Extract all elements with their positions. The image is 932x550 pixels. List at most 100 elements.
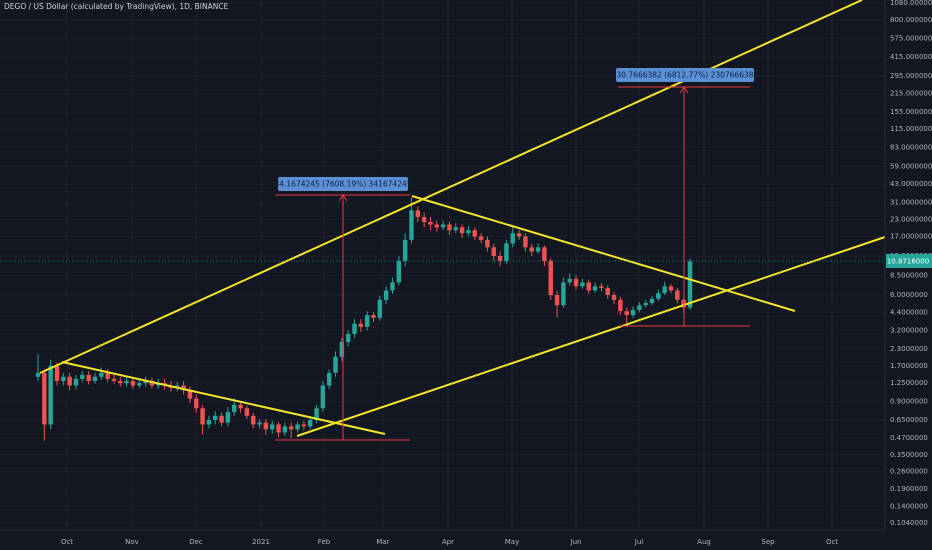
candle-body <box>219 415 224 423</box>
candle-body <box>390 282 395 291</box>
candle-body <box>295 424 300 430</box>
candle-body <box>440 224 446 228</box>
candle-body <box>339 341 345 357</box>
trend-line <box>411 195 796 312</box>
candle-body <box>624 311 629 316</box>
annotation-box <box>616 68 754 82</box>
candle-body <box>459 227 465 234</box>
y-tick-label: 8.5000000 <box>890 271 928 279</box>
y-tick-label: 1.2500000 <box>890 379 928 387</box>
trend-line <box>39 0 863 374</box>
candle-body <box>472 230 477 237</box>
x-tick-label: Aug <box>697 538 711 546</box>
y-tick-label: 43.0000000 <box>890 180 932 188</box>
y-tick-label: 83.0000000 <box>890 143 932 151</box>
x-tick-label: Sep <box>761 538 775 546</box>
candle-body <box>282 426 288 433</box>
candle-body <box>567 278 572 283</box>
candle-body <box>643 303 648 306</box>
candle-body <box>232 404 237 412</box>
y-tick-label: 6.0000000 <box>890 291 928 299</box>
candle-body <box>314 408 319 420</box>
candle-body <box>80 374 85 379</box>
candle-body <box>611 294 617 300</box>
x-tick-label: Mar <box>376 538 389 546</box>
y-tick-label: 0.1040000 <box>890 519 928 527</box>
candle-body <box>105 372 110 379</box>
trend-line <box>61 361 386 435</box>
candle-body <box>194 398 199 409</box>
y-tick-label: 0.2600000 <box>890 467 928 475</box>
trend-line <box>296 236 886 437</box>
candle-body <box>554 294 560 306</box>
candle-body <box>580 282 585 287</box>
candle-body <box>73 378 79 386</box>
candle-body <box>48 365 53 425</box>
axes: 1080.0000000 800.0000000 575.0000000 415.00… <box>61 0 932 546</box>
candle-body <box>301 424 307 427</box>
candle-body <box>491 247 496 257</box>
candle-body <box>200 408 205 425</box>
candle-body <box>630 309 636 316</box>
candle-body <box>434 224 440 228</box>
candle-body <box>251 415 256 425</box>
candle-body <box>288 426 294 430</box>
annotation-box <box>278 177 408 191</box>
candle-body <box>257 422 262 425</box>
candle-body <box>225 411 231 423</box>
x-tick-label: Dec <box>189 538 203 546</box>
x-tick-label: Oct <box>61 538 73 546</box>
x-tick-label: Nov <box>125 538 139 546</box>
x-tick-label: Jun <box>570 538 582 546</box>
annotation: 34.1674245 (7608.19%) 341674245 <box>274 180 411 189</box>
chart-title: DEGO / US Dollar (calculated by TradingV… <box>4 2 229 11</box>
candle-body <box>269 424 275 430</box>
candle-body <box>523 236 528 248</box>
candle-body <box>466 230 471 234</box>
y-tick-label: 3.2000000 <box>890 326 928 334</box>
candle-body <box>67 376 72 386</box>
x-tick-label: Feb <box>318 538 331 546</box>
y-tick-label: 59.0000000 <box>890 162 932 170</box>
x-tick-label: Apr <box>442 538 454 546</box>
candle-body <box>662 286 667 294</box>
candle-body <box>485 239 490 248</box>
candle-body <box>326 372 332 386</box>
candle-body <box>586 282 591 291</box>
candle-body <box>54 365 60 381</box>
candle-body <box>371 315 376 318</box>
candle-body <box>402 239 408 261</box>
candle-body <box>42 372 47 425</box>
candle-body <box>187 390 193 399</box>
price-axis <box>885 0 932 550</box>
y-tick-label: 1.7000000 <box>890 362 928 370</box>
candle-body <box>276 424 281 433</box>
arrow-head <box>679 86 689 94</box>
candle-body <box>668 286 674 291</box>
candle-body <box>383 290 389 300</box>
y-tick-label: 415.0000000 <box>890 53 932 61</box>
y-tick-label: 215.0000000 <box>890 90 932 98</box>
candle-body <box>396 260 402 283</box>
y-tick-label: 155.0000000 <box>890 108 932 116</box>
candle-body <box>358 323 364 327</box>
candle-body <box>599 286 604 288</box>
y-tick-label: 17.0000000 <box>890 232 932 240</box>
y-tick-label: 0.1400000 <box>890 502 928 510</box>
candle-body <box>542 247 547 261</box>
candle-body <box>516 233 522 237</box>
candle-body <box>497 256 503 261</box>
candle-body <box>86 374 91 381</box>
candle-body <box>592 286 598 291</box>
candle-body <box>175 385 180 388</box>
candle-body <box>238 404 243 409</box>
candle-body <box>649 298 655 304</box>
candle-body <box>535 247 541 252</box>
candle-body <box>124 380 129 384</box>
last-price-tag <box>886 254 932 268</box>
y-tick-label: 2.3000000 <box>890 345 928 353</box>
candle-body <box>345 333 351 342</box>
candle-body <box>137 383 142 386</box>
y-tick-label: 115.0000000 <box>890 125 932 133</box>
